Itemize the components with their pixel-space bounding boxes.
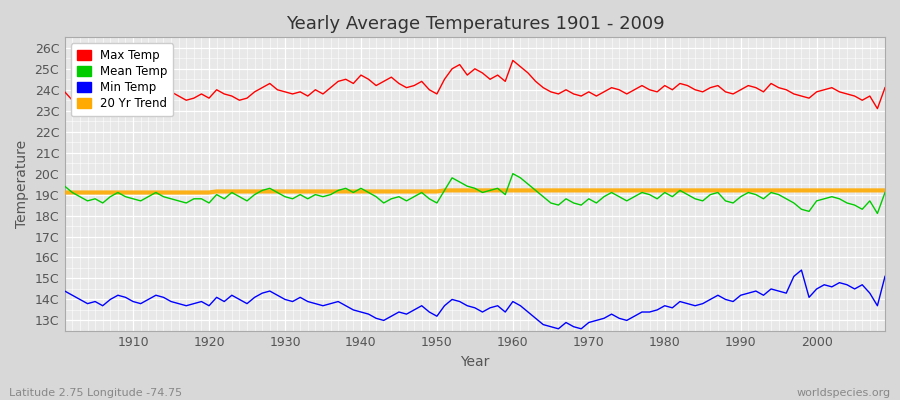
Text: Latitude 2.75 Longitude -74.75: Latitude 2.75 Longitude -74.75: [9, 388, 182, 398]
Y-axis label: Temperature: Temperature: [15, 140, 29, 228]
Text: worldspecies.org: worldspecies.org: [796, 388, 891, 398]
Title: Yearly Average Temperatures 1901 - 2009: Yearly Average Temperatures 1901 - 2009: [285, 15, 664, 33]
X-axis label: Year: Year: [460, 355, 490, 369]
Legend: Max Temp, Mean Temp, Min Temp, 20 Yr Trend: Max Temp, Mean Temp, Min Temp, 20 Yr Tre…: [70, 43, 174, 116]
